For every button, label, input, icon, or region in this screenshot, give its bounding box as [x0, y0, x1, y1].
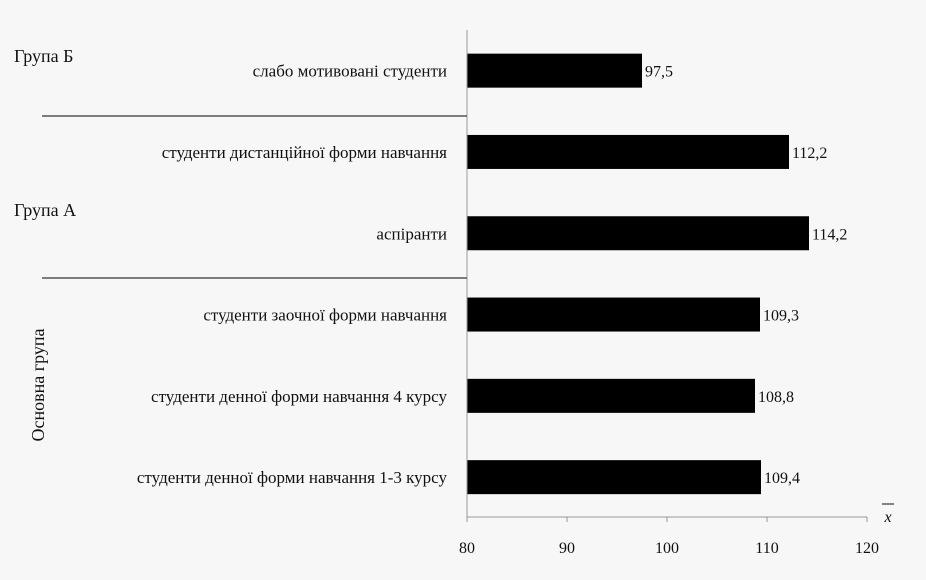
- category-label-2: аспіранти: [376, 224, 447, 243]
- x-tick-labels: 80 90 100 110 120: [459, 517, 879, 557]
- value-label-0: 97,5: [645, 64, 673, 81]
- bar-5: [467, 460, 761, 495]
- bar-1: [467, 134, 789, 169]
- value-label-2: 114,2: [812, 226, 847, 243]
- x-axis: [466, 30, 867, 518]
- category-label-3: студенти заочної форми навчання: [203, 306, 447, 325]
- x-tick-label-1: 90: [559, 540, 575, 557]
- category-label-5: студенти денної форми навчання 1-3 курсу: [137, 468, 448, 487]
- value-label-1: 112,2: [792, 145, 827, 162]
- value-labels: 97,5 112,2 114,2 109,3 108,8 109,4: [645, 64, 847, 487]
- group-separators: [42, 115, 467, 279]
- bars: [467, 53, 809, 495]
- x-tick-label-4: 120: [855, 540, 879, 557]
- x-axis-label: x: [883, 509, 891, 526]
- value-label-4: 108,8: [758, 389, 794, 406]
- group-label-b: Група Б: [14, 46, 74, 66]
- group-label-a: Група А: [14, 200, 76, 220]
- bar-3: [467, 297, 760, 332]
- x-tick-label-3: 110: [755, 540, 778, 557]
- bar-4: [467, 378, 755, 413]
- x-tick-label-2: 100: [655, 540, 679, 557]
- value-label-3: 109,3: [763, 308, 799, 325]
- bar-2: [467, 216, 809, 251]
- group-labels: Група Б Група А Основна група: [14, 46, 76, 442]
- category-label-1: студенти дистанційної форми навчання: [162, 143, 447, 162]
- category-label-0: слабо мотивовані студенти: [253, 62, 447, 81]
- category-labels: слабо мотивовані студенти студенти дистан…: [137, 62, 448, 487]
- x-tick-label-0: 80: [459, 540, 475, 557]
- bar-0: [467, 53, 642, 88]
- category-label-4: студенти денної форми навчання 4 курсу: [151, 387, 447, 406]
- value-label-5: 109,4: [764, 470, 800, 487]
- group-label-main: Основна група: [28, 328, 48, 441]
